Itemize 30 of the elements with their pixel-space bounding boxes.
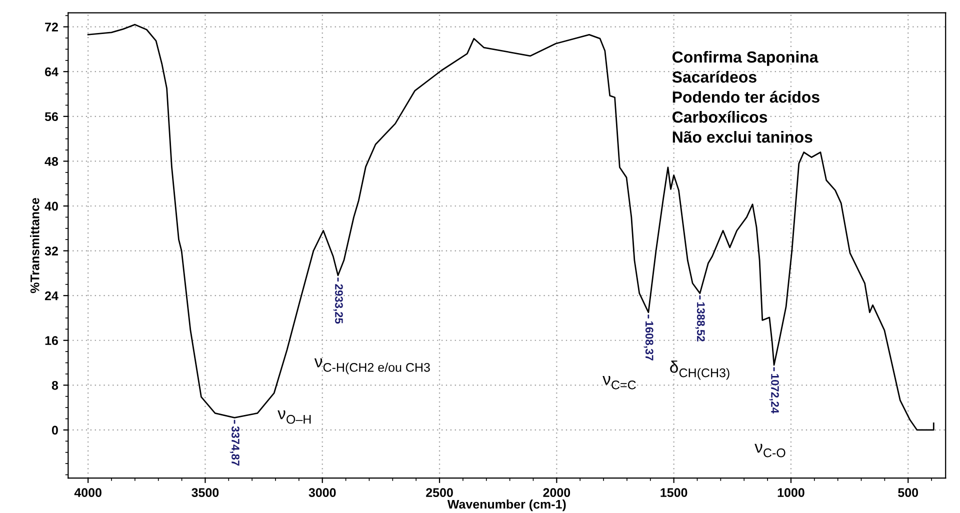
annotation: Podendo ter ácidos: [672, 90, 820, 103]
y-axis-title: %Transmittance: [30, 198, 40, 294]
x-tick-label: 3500: [192, 488, 219, 498]
annotation: 3374,87: [230, 426, 240, 466]
annotation: Carboxílicos: [672, 110, 768, 123]
x-axis-title: Wavenumber (cm-1): [447, 499, 566, 512]
x-tick-label: 2000: [543, 488, 570, 498]
y-tick-label: 16: [45, 336, 58, 346]
annotation: 1388,52: [695, 302, 705, 342]
y-tick-label: 72: [45, 22, 58, 32]
x-tick-label: 2500: [426, 488, 453, 498]
annotation: Sacarídeos: [672, 70, 756, 83]
x-tick-label: 1500: [660, 488, 688, 498]
annotation: Não exclui taninos: [672, 131, 812, 143]
annotation: 1072,24: [769, 374, 779, 414]
x-tick-label: 4000: [74, 488, 102, 498]
y-tick-label: 32: [44, 246, 58, 256]
y-tick-label: 8: [52, 380, 58, 390]
y-tick-label: 56: [44, 112, 58, 122]
annotation: 1608,37: [644, 321, 654, 360]
annotation: 2933,25: [333, 284, 343, 324]
x-tick-label: 1000: [778, 488, 804, 498]
y-tick-label: 24: [44, 291, 58, 300]
y-tick-label: 64: [44, 67, 58, 76]
y-tick-label: 0: [52, 426, 58, 435]
annotation: Confirma Saponina: [672, 50, 818, 66]
y-tick-label: 40: [44, 202, 58, 211]
x-tick-label: 500: [898, 488, 918, 498]
x-tick-label: 3000: [308, 488, 336, 498]
y-tick-label: 48: [44, 157, 58, 166]
